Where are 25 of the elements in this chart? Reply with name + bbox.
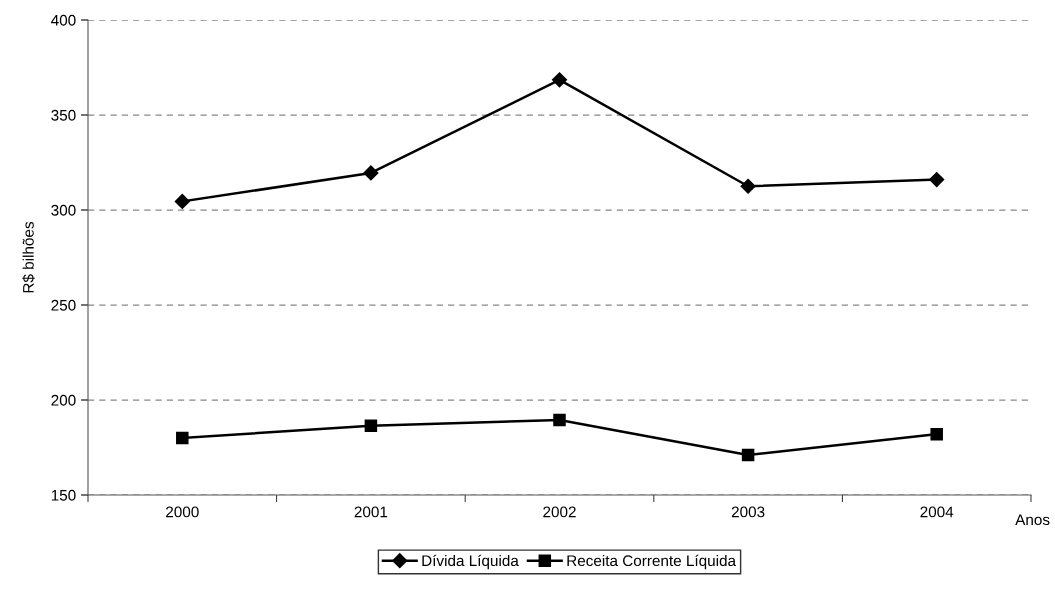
y-tick-label: 300 [51, 204, 76, 216]
point [364, 419, 378, 432]
x-tick-label: 2002 [543, 506, 576, 518]
legend-label: Dívida Líquida [422, 554, 519, 570]
point [930, 427, 943, 441]
point [740, 178, 756, 194]
y-tick-label: 250 [51, 299, 76, 311]
point [929, 172, 945, 188]
point [176, 431, 189, 445]
x-tick-label: 2004 [920, 506, 954, 518]
y-tick-label: 200 [51, 394, 76, 406]
point [551, 72, 568, 88]
point [174, 193, 190, 210]
x-tick-label: 2000 [166, 506, 199, 518]
y-tick-label: 350 [51, 109, 76, 121]
point [741, 448, 755, 462]
y-tick-label: 400 [51, 14, 76, 26]
y-axis-title: R$ bilhões [22, 221, 35, 293]
point [553, 413, 566, 427]
x-axis-title: Anos [1015, 514, 1050, 526]
x-tick-label: 2001 [354, 506, 388, 518]
y-tick-label: 150 [51, 489, 76, 501]
x-tick-label: 2003 [731, 506, 765, 518]
legend-label: Receita Corrente Líquida [567, 554, 737, 570]
point [363, 165, 379, 181]
